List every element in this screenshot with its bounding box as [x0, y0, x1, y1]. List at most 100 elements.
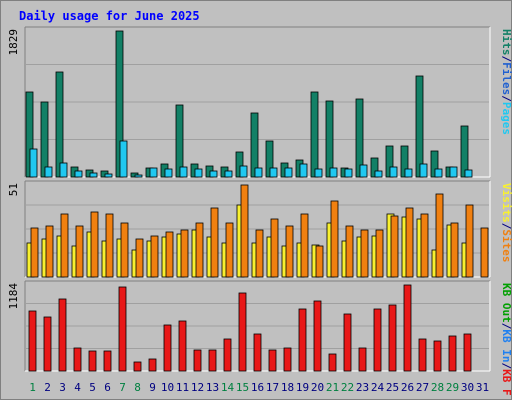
x-tick-label-day-29: 29 [446, 381, 459, 394]
bar-pages-day-18 [284, 167, 293, 178]
legend-label: Hits [500, 29, 512, 56]
bar-kbf-day-16 [253, 333, 262, 372]
bar-kbf-day-11 [178, 320, 187, 372]
x-tick-label-day-24: 24 [371, 381, 385, 394]
bar-pages-day-9 [149, 167, 158, 178]
bar-sites-day-15 [240, 184, 249, 278]
bar-kbf-day-19 [298, 308, 307, 372]
bar-kbf-day-17 [268, 349, 277, 372]
bar-kbf-day-14 [223, 338, 232, 372]
bar-sites-day-27 [420, 213, 429, 278]
bar-pages-day-4 [74, 170, 83, 178]
bar-kbf-day-29 [448, 335, 457, 372]
bar-sites-day-30 [465, 204, 474, 278]
legend-label: KB F [500, 369, 512, 396]
legend-label: Pages [500, 102, 512, 135]
x-tick-label-day-22: 22 [341, 381, 354, 394]
x-tick-label-day-12: 12 [191, 381, 204, 394]
bar-pages-day-16 [254, 167, 263, 178]
bar-pages-day-27 [419, 163, 428, 178]
bar-kbf-day-24 [373, 308, 382, 372]
bar-hits-day-20 [310, 91, 319, 178]
x-tick-label-day-3: 3 [59, 381, 66, 394]
bar-sites-day-4 [75, 225, 84, 278]
x-tick-label-day-9: 9 [149, 381, 156, 394]
bar-sites-day-25 [390, 215, 399, 278]
x-tick-label-day-27: 27 [416, 381, 429, 394]
bar-pages-day-2 [44, 166, 53, 178]
series-legend-bot: KB Out/KB In/KB F [500, 283, 512, 396]
bar-sites-day-17 [270, 218, 279, 278]
bar-sites-day-14 [225, 222, 234, 278]
bar-kbf-day-5 [88, 350, 97, 372]
x-tick-label-day-30: 30 [461, 381, 474, 394]
bar-pages-day-13 [209, 170, 218, 178]
bar-sites-day-22 [345, 225, 354, 278]
bar-sites-day-10 [165, 231, 174, 278]
x-tick-label-day-14: 14 [221, 381, 235, 394]
x-tick-label-day-21: 21 [326, 381, 339, 394]
legend-label: Sites [500, 229, 512, 262]
bar-kbf-day-8 [133, 361, 142, 372]
x-tick-label-day-28: 28 [431, 381, 444, 394]
x-tick-label-day-31: 31 [476, 381, 489, 394]
x-tick-label-day-16: 16 [251, 381, 264, 394]
bar-pages-day-7 [119, 140, 128, 178]
bar-kbf-day-1 [28, 310, 37, 372]
series-legend-mid: Visits/Sites [500, 183, 512, 263]
bar-hits-day-23 [355, 98, 364, 178]
x-tick-label-day-19: 19 [296, 381, 309, 394]
bar-kbf-day-27 [418, 338, 427, 372]
bar-sites-day-29 [450, 222, 459, 278]
bar-hits-day-17 [265, 140, 274, 178]
bar-hits-day-28 [430, 150, 439, 178]
bar-pages-day-20 [314, 168, 323, 178]
bar-pages-day-11 [179, 166, 188, 178]
x-tick-label-day-18: 18 [281, 381, 294, 394]
legend-label: / [500, 323, 512, 330]
bar-pages-day-3 [59, 162, 68, 178]
bar-pages-day-8 [134, 174, 143, 178]
bar-sites-day-31 [480, 227, 489, 278]
bar-kbf-day-21 [328, 353, 337, 372]
bar-hits-day-27 [415, 75, 424, 178]
bar-sites-day-16 [255, 229, 264, 278]
bar-kbf-day-7 [118, 286, 127, 372]
bar-sites-day-13 [210, 207, 219, 278]
bar-pages-day-25 [389, 166, 398, 178]
legend-label: / [500, 95, 512, 102]
bar-sites-day-7 [120, 222, 129, 278]
bar-kbf-day-25 [388, 304, 397, 372]
bar-kbf-day-2 [43, 316, 52, 372]
bar-sites-day-20 [315, 245, 324, 278]
bar-sites-day-11 [180, 229, 189, 278]
bar-sites-day-12 [195, 222, 204, 278]
bar-pages-day-6 [104, 173, 113, 178]
bar-kbf-day-30 [463, 333, 472, 372]
bar-kbf-day-3 [58, 298, 67, 372]
bar-sites-day-9 [150, 235, 159, 278]
x-axis-day-labels: 1 2 3 4 5 6 7 8 9 10 11 12 13 14 15 16 17 18 19 20 21 22 23 24 2… [29, 381, 489, 394]
bar-kbf-day-22 [343, 313, 352, 372]
bar-hits-day-1 [25, 91, 34, 178]
bar-kbf-day-6 [103, 350, 112, 372]
bar-pages-day-12 [194, 168, 203, 178]
bar-hits-day-21 [325, 100, 334, 178]
bar-sites-day-19 [300, 213, 309, 278]
bar-sites-day-26 [405, 207, 414, 278]
bar-hits-day-7 [115, 30, 124, 178]
x-tick-label-day-2: 2 [44, 381, 51, 394]
x-tick-label-day-5: 5 [89, 381, 96, 394]
bar-kbf-day-12 [193, 349, 202, 372]
bar-pages-day-10 [164, 168, 173, 178]
bar-pages-day-23 [359, 164, 368, 178]
x-tick-label-day-25: 25 [386, 381, 399, 394]
bar-sites-day-8 [135, 238, 144, 278]
legend-label: Files [500, 62, 512, 95]
bar-kbf-day-18 [283, 347, 292, 372]
bar-pages-day-19 [299, 163, 308, 178]
bar-hits-day-11 [175, 104, 184, 178]
x-tick-label-day-23: 23 [356, 381, 369, 394]
bar-hits-day-26 [400, 145, 409, 178]
